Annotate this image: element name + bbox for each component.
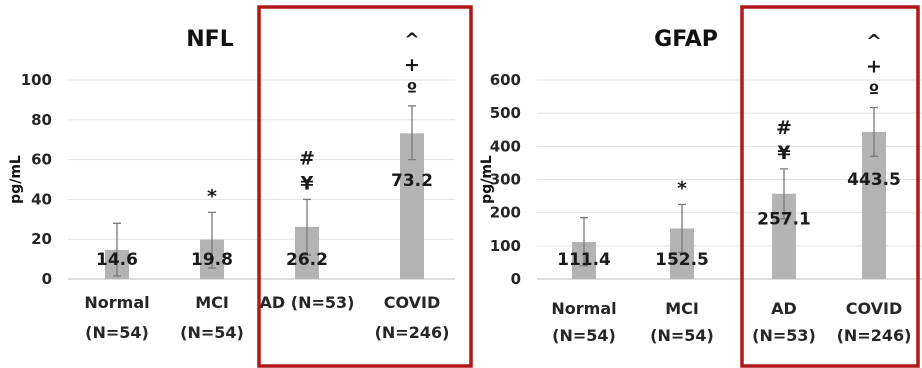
significance-mark: # (299, 147, 315, 169)
y-tick-label: 100 (21, 71, 52, 89)
significance-mark: º (407, 79, 418, 101)
chart-panel-1: 0 20 40 60 80 100 NFL pg/mL 14.6 Normal (N=54) 19.8… (8, 5, 473, 368)
significance-mark: # (776, 117, 792, 139)
category-label: AD (N=53) (260, 293, 355, 312)
data-label: 14.6 (96, 250, 138, 270)
significance-mark: + (866, 56, 882, 78)
significance-mark: ¥ (777, 142, 790, 164)
data-label: 111.4 (557, 250, 611, 270)
category-label: (N=246) (375, 323, 450, 342)
category-label: (N=54) (180, 323, 244, 342)
chart-panel-2: 0 100 200 300 400 500 600 GFAP pg/mL 111.4 Normal (… (479, 5, 922, 368)
y-tick-label: 0 (42, 270, 52, 288)
data-label: 73.2 (391, 171, 433, 191)
data-label: 26.2 (286, 250, 328, 270)
y-axis-label: pg/mL (479, 155, 495, 204)
y-tick-label: 600 (490, 71, 521, 89)
y-tick-label: 100 (490, 237, 521, 255)
y-tick-label: 400 (490, 137, 521, 155)
significance-mark: ^ (866, 31, 882, 53)
highlight-box (740, 5, 920, 368)
significance-mark: ¥ (300, 172, 313, 194)
significance-mark: * (677, 177, 687, 199)
category-label: Normal (551, 299, 616, 318)
category-label: (N=54) (650, 326, 714, 345)
significance-mark: * (207, 185, 217, 207)
category-label: (N=53) (752, 326, 816, 345)
y-tick-label: 80 (31, 111, 52, 129)
category-label: (N=246) (837, 326, 912, 345)
category-label: (N=54) (552, 326, 616, 345)
y-tick-label: 60 (31, 151, 52, 169)
data-label: 152.5 (655, 250, 709, 270)
y-axis-label: pg/mL (8, 155, 24, 204)
category-label: COVID (384, 293, 441, 312)
y-tick-label: 40 (31, 190, 52, 208)
data-label: 19.8 (191, 250, 233, 270)
highlight-box (257, 5, 473, 368)
data-label: 443.5 (847, 170, 901, 190)
data-label: 257.1 (757, 209, 811, 229)
y-tick-label: 200 (490, 204, 521, 222)
significance-mark: º (869, 81, 880, 103)
y-tick-label: 0 (511, 270, 521, 288)
category-label: COVID (846, 299, 903, 318)
chart-title: GFAP (654, 27, 718, 52)
category-label: (N=54) (85, 323, 149, 342)
y-tick-label: 300 (490, 171, 521, 189)
category-label: Normal (84, 293, 149, 312)
chart-title: NFL (186, 27, 233, 52)
category-label: AD (771, 299, 797, 318)
significance-mark: ^ (404, 29, 420, 51)
category-label: MCI (665, 299, 699, 318)
y-tick-label: 20 (31, 230, 52, 248)
category-label: MCI (195, 293, 229, 312)
y-tick-label: 500 (490, 104, 521, 122)
significance-mark: + (404, 54, 420, 76)
